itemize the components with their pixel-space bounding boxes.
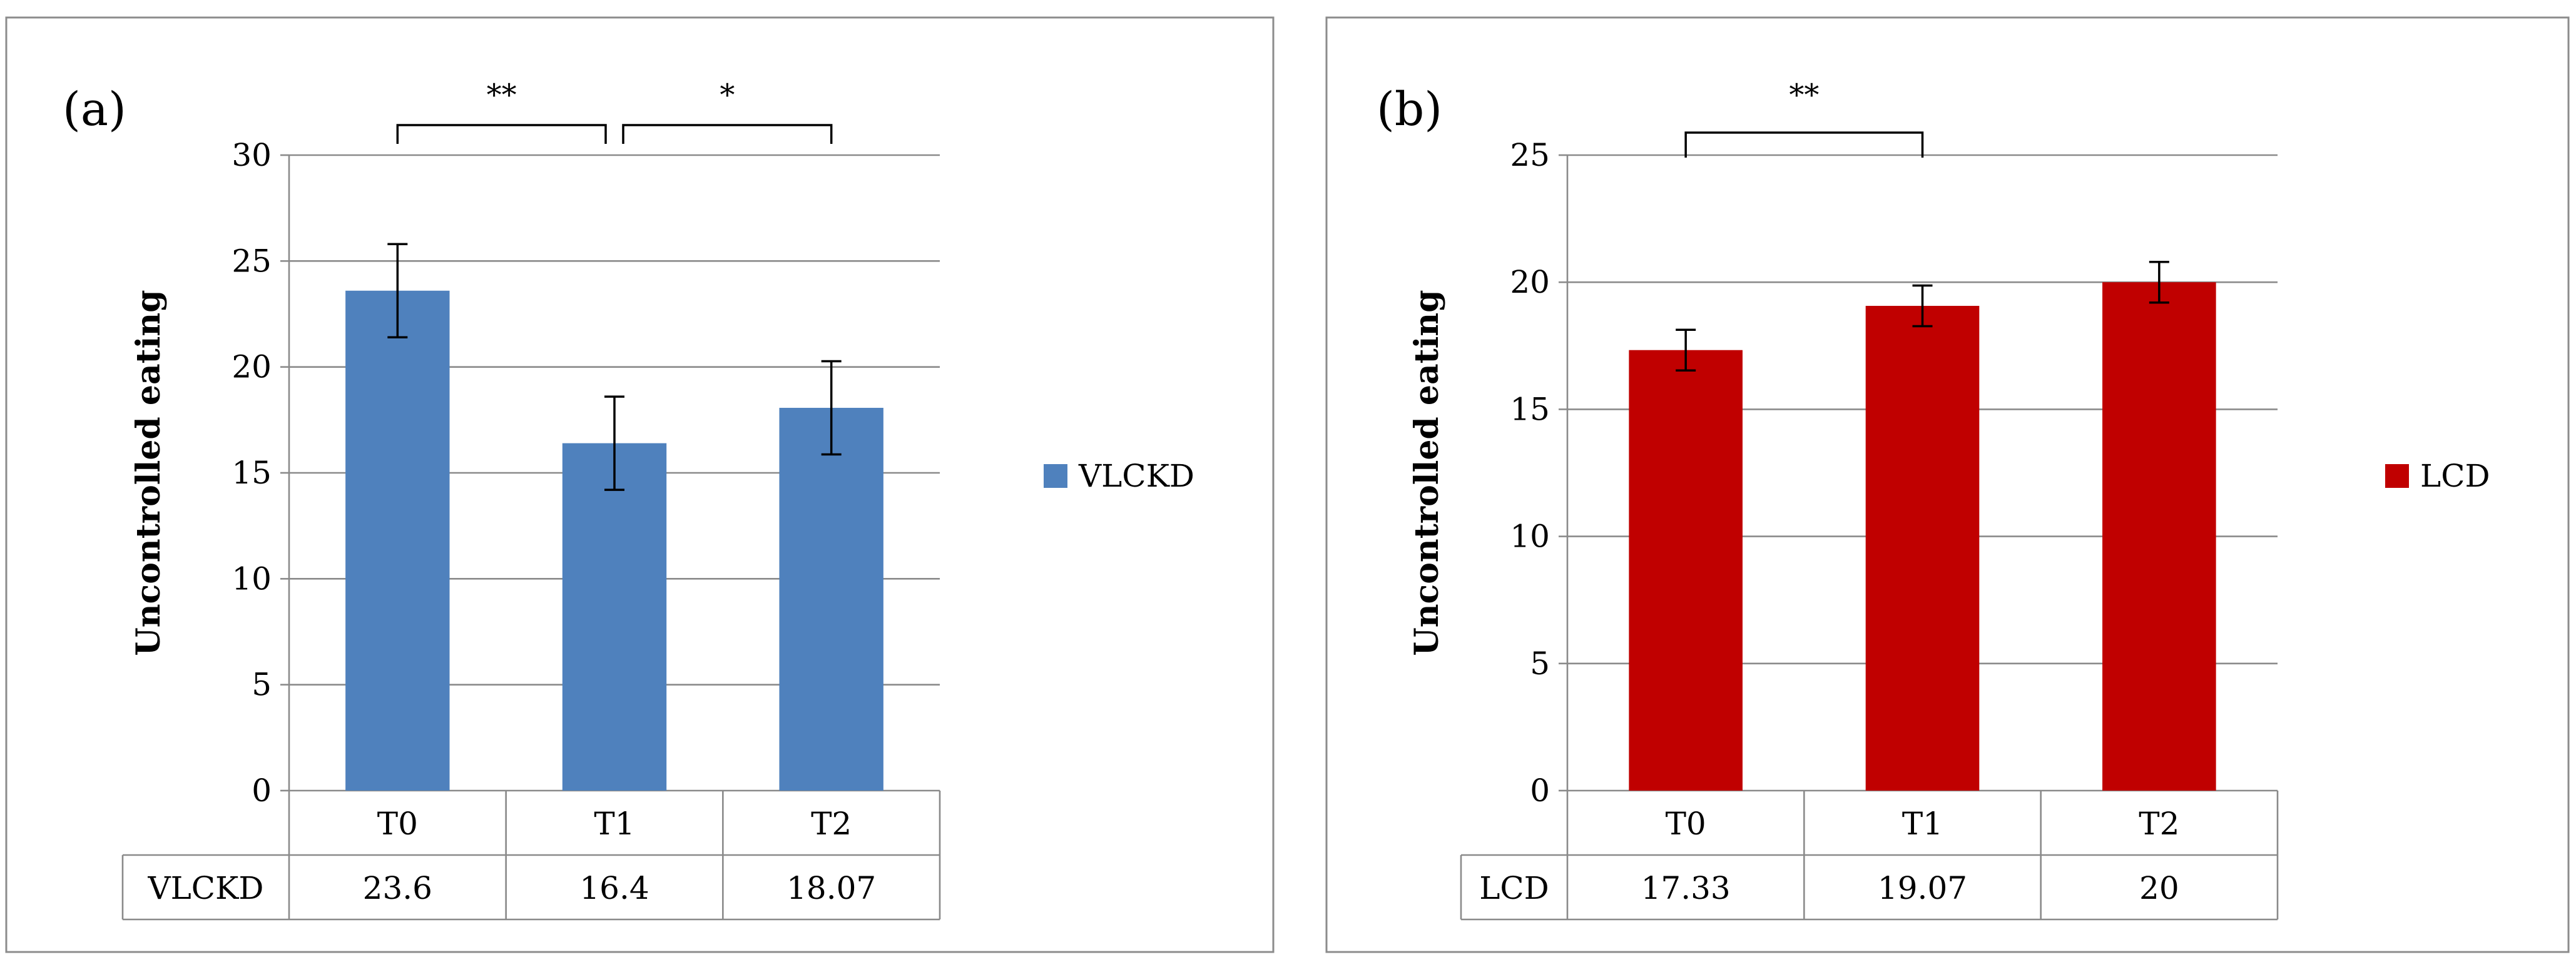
table-cell-value: 18.07 [787, 870, 876, 906]
table-cell-value: 17.33 [1641, 870, 1731, 906]
y-tick-label: 0 [1530, 772, 1550, 809]
y-tick-label: 5 [1530, 645, 1550, 682]
table-cell-value: 19.07 [1878, 870, 1967, 906]
y-tick-label: 20 [232, 349, 272, 385]
y-tick-label: 5 [252, 667, 272, 703]
table-row-label: LCD [1479, 870, 1549, 906]
legend-label: VLCKD [1078, 458, 1194, 494]
legend-label: LCD [2420, 458, 2490, 494]
bar-t1 [562, 443, 667, 791]
significance-marker: ** [1789, 78, 1819, 113]
y-axis-label: Uncontrolled eating [1408, 290, 1446, 656]
bar-t0 [345, 290, 450, 791]
y-tick-label: 20 [1510, 264, 1550, 300]
category-label: T2 [2139, 806, 2179, 842]
bar-t2 [779, 408, 883, 791]
y-tick-label: 10 [1510, 519, 1550, 555]
y-tick-label: 25 [232, 243, 272, 279]
significance-bracket [396, 124, 607, 144]
y-tick-label: 15 [232, 455, 272, 491]
chart-panel-a: 0 5 10 15 20 25 30 T0 23.6 T1 16.4 T2 18.07 VLCKD Unco… [5, 16, 1275, 953]
table-cell-value: 16.4 [579, 870, 649, 906]
y-tick-label: 25 [1510, 137, 1550, 173]
y-tick-label: 10 [232, 560, 272, 597]
bar-t2 [2102, 282, 2216, 791]
table-row-label: VLCKD [147, 870, 263, 906]
chart-panel-b: 0 5 10 15 20 25 T0 17.33 T1 19.07 T2 20 LCD Uncontrol… [1325, 16, 2570, 953]
y-axis-label: Uncontrolled eating [130, 290, 168, 656]
category-label: T0 [377, 806, 418, 842]
category-label: T1 [594, 806, 634, 842]
table-cell-value: 23.6 [363, 870, 432, 906]
bar-t0 [1629, 350, 1743, 791]
significance-marker: ** [487, 78, 517, 113]
category-label: T1 [1902, 806, 1943, 842]
y-tick-label: 0 [252, 772, 272, 809]
significance-bracket [622, 124, 833, 144]
legend-swatch [1044, 464, 1067, 488]
significance-marker: * [720, 78, 735, 113]
panel-label: (b) [1377, 83, 1442, 136]
y-tick-label: 30 [232, 137, 272, 173]
legend-swatch [2385, 464, 2409, 488]
y-tick-label: 15 [1510, 391, 1550, 427]
table-cell-value: 20 [2139, 870, 2179, 906]
panel-label: (a) [63, 83, 126, 136]
category-label: T2 [811, 806, 852, 842]
category-label: T0 [1666, 806, 1706, 842]
bar-t1 [1865, 305, 1980, 791]
significance-bracket [1684, 131, 1924, 158]
